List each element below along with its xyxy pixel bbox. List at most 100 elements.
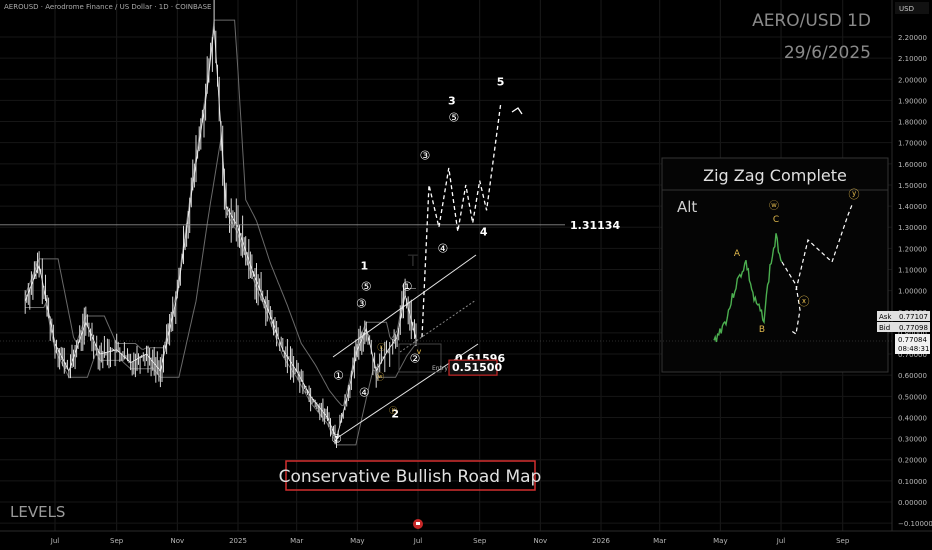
- inset-w-label: ⓦ: [769, 200, 779, 212]
- inset-panel: Zig Zag Complete Alt ⓦ C A B ⓧ ⓨ: [661, 157, 889, 373]
- price-tick-label: 0.30000: [898, 436, 927, 444]
- symbol-line[interactable]: AEROUSD · Aerodrome Finance / US Dollar …: [4, 3, 211, 11]
- sub-wave-label: ②: [331, 432, 342, 446]
- entry-tag: Entry: [432, 365, 448, 372]
- time-tick-label: Nov: [534, 537, 548, 545]
- price-tick-label: 1.40000: [898, 203, 927, 211]
- sub-wave-label: ④: [437, 242, 448, 256]
- resistance-label: 1.31134: [570, 219, 620, 232]
- time-tick-label: Sep: [836, 537, 850, 545]
- last-price: 0.77084: [898, 336, 927, 344]
- price-tick-label: 1.20000: [898, 245, 927, 253]
- wave-label: 5: [497, 76, 505, 89]
- price-tick-label: 1.80000: [898, 119, 927, 127]
- time-tick-label: Jul: [50, 537, 60, 545]
- sub-wave-label: ①: [333, 368, 344, 382]
- bid-tag: [877, 322, 930, 332]
- price-tick-label: 1.30000: [898, 224, 927, 232]
- ask-label: Ask: [879, 313, 892, 321]
- time-ticks: Jul Sep Nov 2025 Mar May Jul Sep Nov 2026 Mar May Ju…: [50, 537, 850, 545]
- faint-watermark: T: [407, 251, 418, 270]
- wave-labels: 1 2 3 4 5 ② ① ③ ④ ⑤ ① ② ③ ④ ⑤ ⓦ ⓧ ⓨ v: [331, 76, 504, 446]
- roadmap-title-frame: [285, 460, 536, 491]
- sub-wave-label: ③: [420, 149, 431, 163]
- minor-wave-label: ⓧ: [377, 343, 385, 352]
- countdown: 08:48:31: [898, 345, 929, 353]
- sub-wave-label: ①: [402, 280, 413, 294]
- price-tick-label: 1.50000: [898, 182, 927, 190]
- price-tags: Ask 0.77107 Bid 0.77098 0.77084 08:48:31: [877, 311, 930, 354]
- roadmap-title: Conservative Bullish Road Map: [279, 467, 542, 487]
- ask-tag: [877, 311, 930, 321]
- price-tick-label: 1.10000: [898, 267, 927, 275]
- entry-price-label: 0.51500: [452, 361, 502, 374]
- price-line: [24, 26, 417, 440]
- inset-b-label: B: [759, 325, 765, 335]
- levels-label: LEVELS: [10, 503, 65, 521]
- price-tick-label: 0.70000: [898, 351, 927, 359]
- price-tick-label: 0.00000: [898, 499, 927, 507]
- sub-wave-label: ②: [410, 352, 421, 366]
- wave-label: 1: [360, 260, 368, 273]
- minor-wave-label: ⓦ: [376, 372, 384, 381]
- sub-wave-label: ③: [356, 297, 367, 311]
- envelope-bands: [24, 19, 416, 446]
- time-tick-label: Sep: [473, 537, 487, 545]
- wave-label: 4: [480, 226, 488, 239]
- price-tick-label: 0.40000: [898, 414, 927, 422]
- minor-wave-label: ⓨ: [389, 406, 397, 415]
- currency-badge[interactable]: [895, 2, 929, 14]
- time-tick-label: May: [350, 537, 364, 545]
- price-tick-label: −0.10000: [898, 520, 932, 528]
- currency-label: USD: [899, 5, 914, 13]
- time-tick-label: 2026: [592, 537, 610, 545]
- sub-wave-label: ⑤: [361, 280, 372, 294]
- inset-alt-label: Alt: [677, 198, 697, 216]
- price-tick-label: 2.00000: [898, 76, 927, 84]
- watermark-title: AERO/USD 1D: [752, 11, 871, 31]
- lower-band: [25, 138, 416, 446]
- sub-wave-label: ⑤: [448, 111, 459, 125]
- ask-value: 0.77107: [899, 313, 928, 321]
- price-tick-label: 1.70000: [898, 140, 927, 148]
- event-marker-glyph: [416, 522, 420, 525]
- entry-box: [398, 343, 442, 373]
- upper-band: [24, 19, 416, 407]
- price-tick-label: 0.50000: [898, 393, 927, 401]
- projection-arrowhead: [511, 107, 523, 115]
- time-tick-label: Mar: [653, 537, 666, 545]
- price-tick-label: 0.80000: [898, 330, 927, 338]
- time-tick-label: Jul: [413, 537, 423, 545]
- time-tick-label: Mar: [290, 537, 303, 545]
- price-tick-label: 0.10000: [898, 478, 927, 486]
- time-tick-label: May: [713, 537, 727, 545]
- time-tick-label: Sep: [110, 537, 124, 545]
- time-tick-label: Jul: [776, 537, 786, 545]
- inset-x-label: ⓧ: [799, 295, 810, 308]
- wave-label: 3: [448, 95, 456, 108]
- price-tick-label: 1.00000: [898, 288, 927, 296]
- sub-wave-label: ④: [359, 385, 370, 399]
- inset-y-label: ⓨ: [849, 188, 860, 201]
- inset-projection: [781, 261, 801, 336]
- bid-value: 0.77098: [899, 324, 928, 332]
- inset-price-line: [713, 233, 783, 343]
- minor-wave-label: v: [417, 347, 422, 356]
- time-axis[interactable]: [0, 531, 932, 550]
- price-tick-label: 1.90000: [898, 97, 927, 105]
- inset-c-label: C: [773, 215, 779, 225]
- wave-label: 2: [391, 407, 399, 420]
- bid-label: Bid: [879, 324, 890, 332]
- last-price-tag: [895, 334, 930, 354]
- inset-frame: [661, 157, 889, 373]
- time-tick-label: 2025: [229, 537, 247, 545]
- price-tick-label: 0.20000: [898, 457, 927, 465]
- price-axis[interactable]: [892, 0, 932, 550]
- inset-a-label: A: [734, 249, 741, 259]
- watermark-date: 29/6/2025: [784, 43, 871, 63]
- price-tick-label: 2.20000: [898, 34, 927, 42]
- time-tick-label: Nov: [170, 537, 184, 545]
- price-tick-label: 2.10000: [898, 55, 927, 63]
